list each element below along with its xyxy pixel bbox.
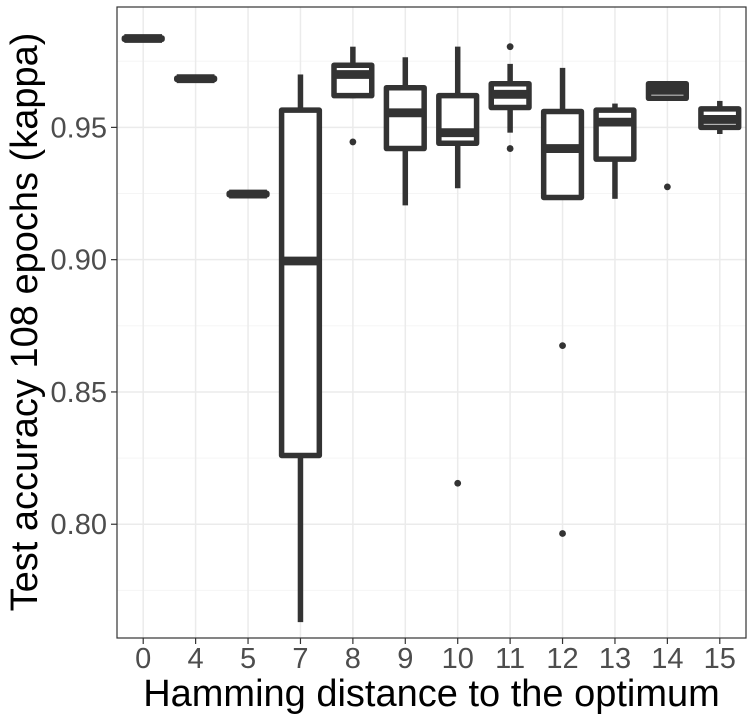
box-10 bbox=[436, 46, 480, 487]
x-tick-label: 14 bbox=[651, 643, 683, 675]
y-axis: 0.80 0.85 0.90 0.95 bbox=[51, 112, 117, 541]
x-tick-label: 4 bbox=[188, 643, 204, 675]
box-12 bbox=[540, 67, 585, 537]
box-9 bbox=[383, 57, 427, 206]
outlier-point bbox=[506, 145, 514, 152]
box-4 bbox=[174, 74, 218, 84]
y-tick-label: 0.95 bbox=[51, 112, 107, 144]
y-tick-label: 0.85 bbox=[51, 377, 107, 409]
box-15 bbox=[698, 100, 742, 134]
x-tick-label: 9 bbox=[397, 643, 413, 675]
box-11 bbox=[488, 43, 532, 152]
box-body bbox=[383, 84, 427, 152]
x-tick-label: 8 bbox=[345, 643, 361, 675]
outlier-point bbox=[506, 43, 514, 51]
y-tick-label: 0.80 bbox=[51, 509, 107, 541]
x-tick-label: 13 bbox=[599, 643, 631, 675]
outlier-point bbox=[349, 138, 357, 146]
box-body bbox=[593, 107, 637, 162]
outlier-point bbox=[559, 530, 566, 537]
box-13 bbox=[593, 103, 637, 199]
outlier-point bbox=[559, 342, 566, 350]
x-tick-label: 11 bbox=[495, 643, 525, 675]
box-body bbox=[540, 108, 585, 201]
y-tick-label: 0.90 bbox=[51, 245, 107, 277]
x-tick-label: 5 bbox=[240, 643, 256, 675]
boxes bbox=[121, 34, 742, 623]
panel-border bbox=[116, 6, 747, 639]
x-tick-label: 15 bbox=[704, 643, 736, 675]
outlier-point bbox=[663, 183, 671, 191]
y-axis-title: Test accuracy 108 epochs (kappa) bbox=[4, 33, 46, 612]
x-axis-title: Hamming distance to the optimum bbox=[143, 673, 720, 715]
x-tick-label: 12 bbox=[546, 643, 578, 675]
box-body bbox=[278, 107, 323, 459]
x-tick-label: 0 bbox=[135, 643, 151, 675]
box-8 bbox=[331, 46, 375, 146]
box-0 bbox=[121, 34, 165, 43]
box-body bbox=[331, 62, 375, 99]
x-tick-label: 7 bbox=[292, 643, 308, 675]
outlier-point bbox=[454, 479, 462, 487]
box-14 bbox=[645, 80, 689, 191]
x-tick-label: 10 bbox=[442, 643, 474, 675]
x-axis: 0 4 5 7 8 9 10 11 12 13 14 15 bbox=[135, 638, 736, 675]
box-5 bbox=[226, 189, 270, 199]
box-7 bbox=[278, 74, 323, 623]
